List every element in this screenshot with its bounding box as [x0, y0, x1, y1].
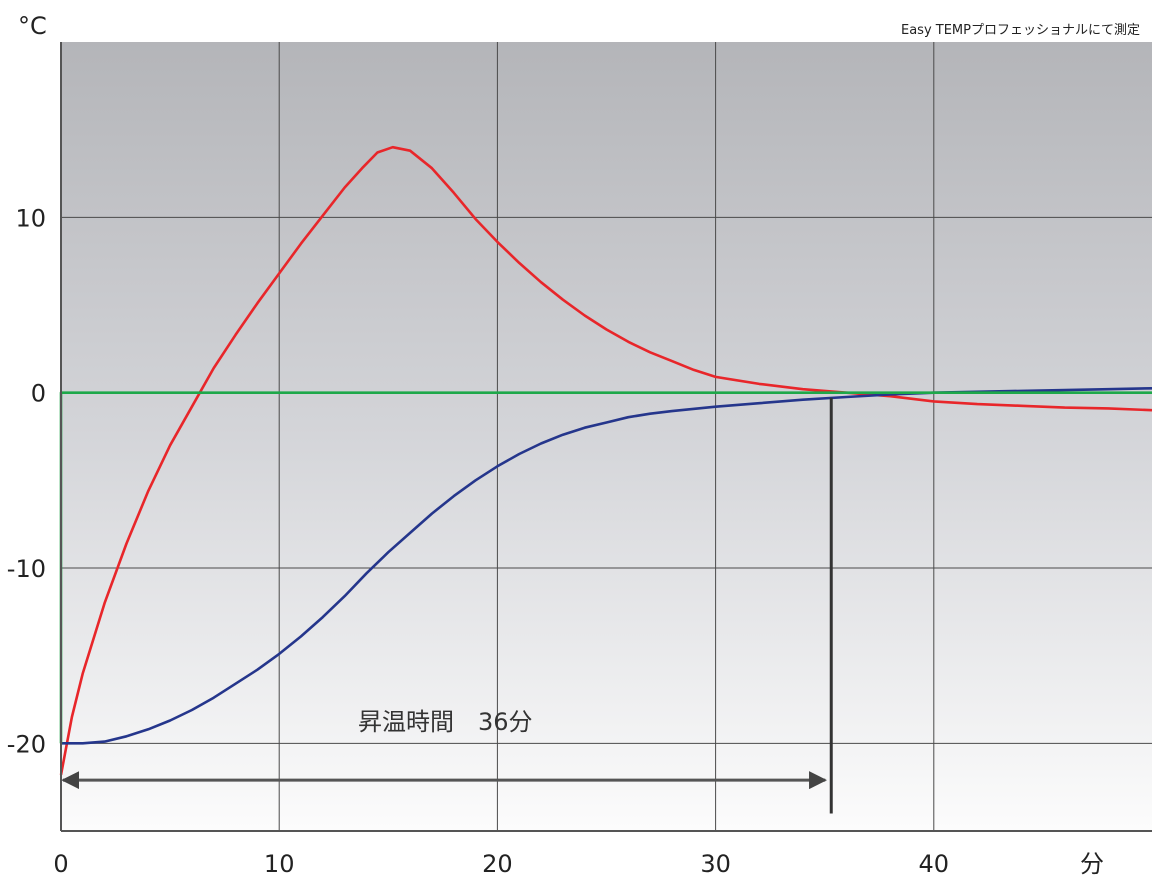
- x-tick-label: 30: [700, 850, 731, 878]
- duration-label: 昇温時間 36分: [358, 708, 533, 736]
- y-tick-label: -20: [7, 730, 46, 758]
- tick-labels: 0 10 20 30 40 10 0 -10 -20: [7, 204, 949, 878]
- x-tick-label: 0: [53, 850, 68, 878]
- x-tick-label: 10: [264, 850, 295, 878]
- x-unit-label: 分: [1080, 850, 1104, 878]
- measurement-note: Easy TEMPプロフェッショナルにて測定: [901, 23, 1140, 38]
- y-tick-label: -10: [7, 555, 46, 583]
- x-tick-label: 20: [482, 850, 513, 878]
- annotation-layer: 昇温時間 36分: [61, 397, 833, 814]
- series-line-2: [61, 387, 1152, 745]
- y-unit-label: °C: [18, 12, 47, 40]
- y-tick-label: 0: [31, 380, 46, 408]
- y-tick-label: 10: [15, 204, 46, 232]
- x-tick-label: 40: [919, 850, 950, 878]
- axes: [60, 42, 1152, 832]
- plot-area: [61, 42, 1152, 831]
